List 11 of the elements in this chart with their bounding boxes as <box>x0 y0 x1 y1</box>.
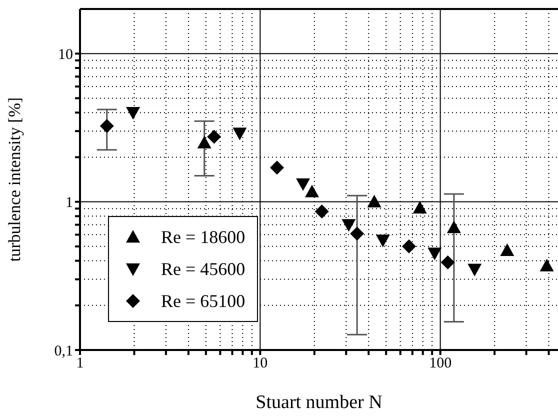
y-axis-title: turbulence intensity [%] <box>5 97 24 262</box>
y-tick-label: 10 <box>58 46 73 63</box>
x-tick-label: 10 <box>252 356 268 372</box>
y-tick-label: 1 <box>66 195 73 212</box>
x-tick-label: 1 <box>76 356 84 372</box>
y-tick-label: 0,1 <box>54 343 73 360</box>
legend-label: Re = 45600 <box>161 258 246 281</box>
legend-label: Re = 18600 <box>161 226 246 249</box>
legend-label: Re = 65100 <box>161 290 246 313</box>
x-tick-label: 100 <box>429 356 452 372</box>
x-axis-title: Stuart number N <box>256 392 383 413</box>
